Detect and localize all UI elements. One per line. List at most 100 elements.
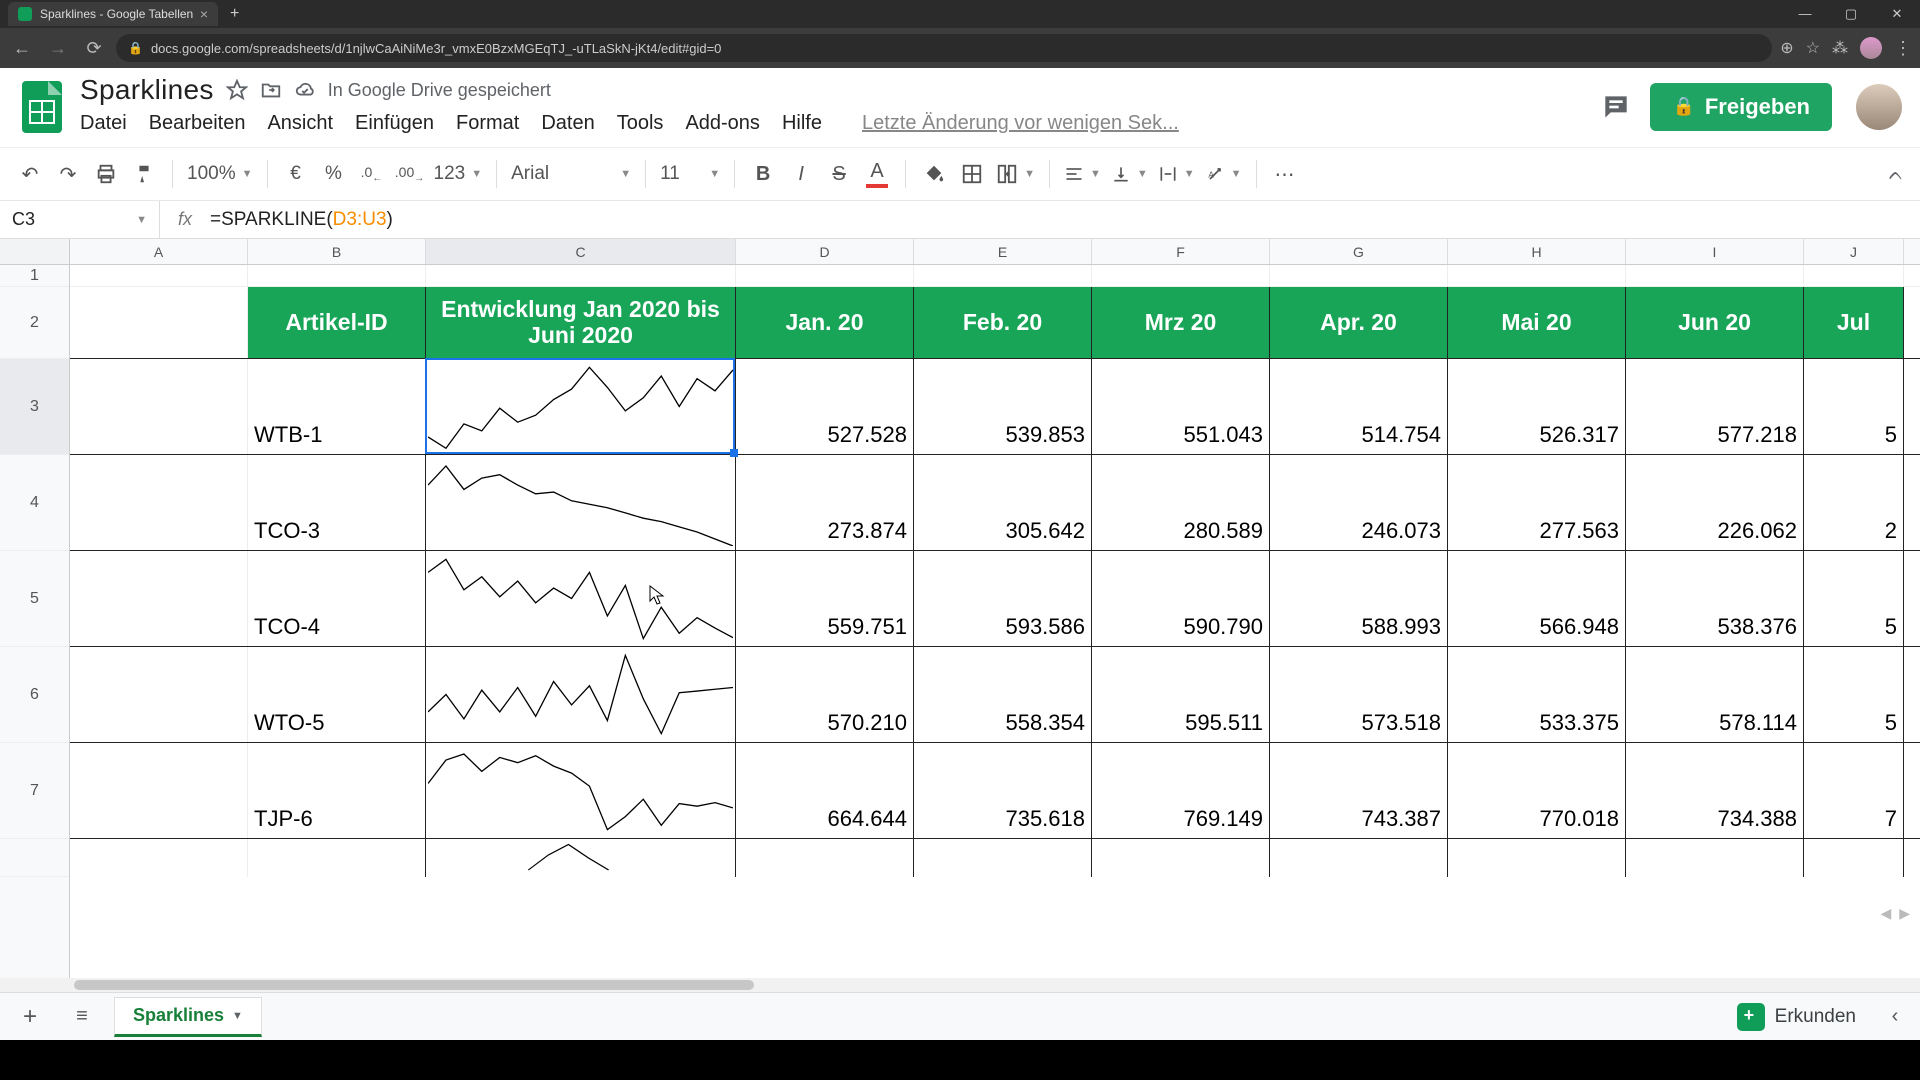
more-toolbar-icon[interactable]: ⋯	[1271, 160, 1299, 188]
horizontal-scrollbar[interactable]	[0, 978, 1920, 992]
menu-tools[interactable]: Tools	[617, 108, 664, 139]
cell-sparkline[interactable]	[426, 551, 736, 646]
row-header[interactable]: 6	[0, 647, 69, 743]
cell-value[interactable]: 595.511	[1092, 647, 1270, 742]
text-color-button[interactable]: A	[863, 160, 891, 188]
column-header[interactable]: C	[426, 239, 736, 264]
star-icon[interactable]: ☆	[1806, 38, 1820, 58]
row-header[interactable]: 2	[0, 287, 69, 359]
add-sheet-button[interactable]: +	[10, 1003, 50, 1031]
sheet-tab-active[interactable]: Sparklines ▼	[114, 997, 262, 1037]
collapse-toolbar-icon[interactable]: ᨈ	[1889, 164, 1904, 185]
cell-value[interactable]: 5	[1804, 551, 1904, 646]
format-currency-button[interactable]: €	[282, 160, 310, 188]
horizontal-align-button[interactable]: ▼	[1064, 164, 1101, 184]
new-tab-button[interactable]: +	[230, 5, 239, 23]
cell-value[interactable]: 664.644	[736, 743, 914, 838]
cell-value[interactable]: 277.563	[1448, 455, 1626, 550]
comment-history-icon[interactable]	[1600, 91, 1632, 123]
cell-value[interactable]: 5	[1804, 359, 1904, 454]
header-entwicklung[interactable]: Entwicklung Jan 2020 bis Juni 2020	[426, 287, 736, 358]
header-month[interactable]: Mrz 20	[1092, 287, 1270, 358]
row-header[interactable]: 4	[0, 455, 69, 551]
cell-value[interactable]: 226.062	[1626, 455, 1804, 550]
cell-value[interactable]: 533.375	[1448, 647, 1626, 742]
all-sheets-button[interactable]: ≡	[62, 1005, 102, 1028]
column-header[interactable]: A	[70, 239, 248, 264]
header-month[interactable]: Mai 20	[1448, 287, 1626, 358]
window-minimize-icon[interactable]: —	[1782, 6, 1828, 22]
borders-button[interactable]	[958, 160, 986, 188]
cell-value[interactable]: 770.018	[1448, 743, 1626, 838]
cell-value[interactable]: 538.376	[1626, 551, 1804, 646]
tab-close-icon[interactable]: ×	[200, 6, 208, 22]
cell-value[interactable]: 578.114	[1626, 647, 1804, 742]
sheet-nav-arrows[interactable]: ◀▶	[1880, 905, 1910, 922]
cell-value[interactable]: 514.754	[1270, 359, 1448, 454]
cell-artikel-id[interactable]: TCO-3	[248, 455, 426, 550]
sheets-logo-icon[interactable]	[18, 77, 66, 137]
last-edit-text[interactable]: Letzte Änderung vor wenigen Sek...	[862, 108, 1179, 139]
column-header[interactable]: H	[1448, 239, 1626, 264]
cell-value[interactable]: 246.073	[1270, 455, 1448, 550]
zoom-icon[interactable]: ⊕	[1780, 38, 1793, 58]
row-header[interactable]: 3	[0, 359, 69, 455]
row-header[interactable]: 5	[0, 551, 69, 647]
cell-value[interactable]: 577.218	[1626, 359, 1804, 454]
print-button[interactable]	[92, 160, 120, 188]
row-header[interactable]: 1	[0, 265, 69, 287]
cell-value[interactable]: 743.387	[1270, 743, 1448, 838]
column-header[interactable]: I	[1626, 239, 1804, 264]
bold-button[interactable]: B	[749, 160, 777, 188]
menu-help[interactable]: Hilfe	[782, 108, 822, 139]
cell-value[interactable]: 588.993	[1270, 551, 1448, 646]
spreadsheet-grid[interactable]: ABCDEFGHIJ 1234567 Artikel-IDEntwicklung…	[0, 239, 1920, 978]
move-folder-icon[interactable]	[260, 79, 282, 101]
cell-value[interactable]: 734.388	[1626, 743, 1804, 838]
browser-menu-icon[interactable]: ⋮	[1894, 38, 1912, 59]
explore-button[interactable]: Erkunden	[1737, 1003, 1856, 1031]
paint-format-button[interactable]	[130, 160, 158, 188]
cells-area[interactable]: Artikel-IDEntwicklung Jan 2020 bis Juni …	[70, 265, 1920, 978]
column-header[interactable]: F	[1092, 239, 1270, 264]
star-outline-icon[interactable]	[226, 79, 248, 101]
cell-value[interactable]: 273.874	[736, 455, 914, 550]
share-button[interactable]: 🔒 Freigeben	[1650, 83, 1832, 131]
menu-addons[interactable]: Add-ons	[685, 108, 760, 139]
reload-button[interactable]: ⟳	[80, 38, 108, 59]
row-header[interactable]: 7	[0, 743, 69, 839]
italic-button[interactable]: I	[787, 160, 815, 188]
name-box[interactable]: C3 ▼	[0, 201, 160, 238]
menu-format[interactable]: Format	[456, 108, 519, 139]
header-month[interactable]: Feb. 20	[914, 287, 1092, 358]
column-header[interactable]: E	[914, 239, 1092, 264]
menu-file[interactable]: Datei	[80, 108, 127, 139]
menu-view[interactable]: Ansicht	[267, 108, 333, 139]
column-header[interactable]: J	[1804, 239, 1904, 264]
cell-sparkline[interactable]	[426, 647, 736, 742]
select-all-corner[interactable]	[0, 239, 70, 264]
cell-value[interactable]: 559.751	[736, 551, 914, 646]
fontsize-select[interactable]: 11▼	[660, 163, 720, 185]
doc-title[interactable]: Sparklines	[80, 74, 214, 106]
row-header[interactable]	[0, 839, 69, 877]
menu-insert[interactable]: Einfügen	[355, 108, 434, 139]
number-format-select[interactable]: 123▼	[434, 163, 483, 185]
header-month[interactable]: Apr. 20	[1270, 287, 1448, 358]
menu-edit[interactable]: Bearbeiten	[149, 108, 246, 139]
cell-value[interactable]: 527.528	[736, 359, 914, 454]
cell-value[interactable]: 5	[1804, 647, 1904, 742]
cell-artikel-id[interactable]: TJP-6	[248, 743, 426, 838]
cell-sparkline[interactable]	[426, 359, 736, 454]
cell-value[interactable]: 570.210	[736, 647, 914, 742]
account-avatar[interactable]	[1856, 84, 1902, 130]
forward-button[interactable]: →	[44, 38, 72, 59]
browser-tab[interactable]: Sparklines - Google Tabellen ×	[8, 2, 218, 26]
increase-decimal-button[interactable]: .00→	[396, 160, 424, 188]
cell-value[interactable]: 769.149	[1092, 743, 1270, 838]
undo-button[interactable]: ↶	[16, 160, 44, 188]
redo-button[interactable]: ↷	[54, 160, 82, 188]
cell-value[interactable]: 2	[1804, 455, 1904, 550]
cell-value[interactable]: 551.043	[1092, 359, 1270, 454]
cell-value[interactable]: 539.853	[914, 359, 1092, 454]
